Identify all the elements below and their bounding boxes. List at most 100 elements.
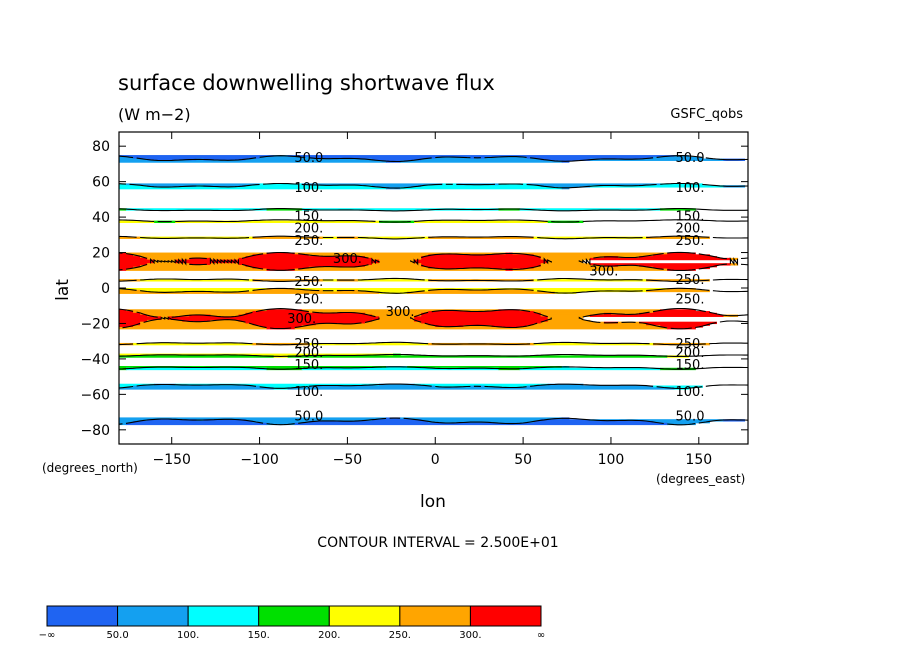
contour-fill-cell — [252, 236, 324, 239]
contour-fill-cell — [400, 160, 563, 163]
contour-fill-cell — [266, 309, 303, 312]
contour-fill-cell — [119, 256, 141, 259]
contour-fill-cell — [154, 261, 176, 264]
contour-fill-cell — [400, 186, 563, 190]
contour-fill-cell — [372, 158, 422, 161]
contour-fill-cell — [175, 220, 380, 224]
contour-fill-cell — [259, 156, 310, 160]
contour-label: 150. — [676, 358, 705, 373]
contour-fill-cell — [421, 264, 542, 268]
contour-fill-cell — [660, 208, 696, 211]
contour-line — [125, 252, 748, 260]
colorbar: −∞ 50.0 100. 150. 200. 250. 300. ∞ — [39, 605, 545, 641]
contour-fill-cell — [667, 288, 696, 291]
x-tick-label: 0 — [431, 452, 440, 468]
contour-line — [119, 251, 696, 254]
contour-fill-cell — [252, 311, 310, 314]
contour-fill-cell — [140, 312, 247, 316]
contour-fill-cell — [512, 252, 668, 255]
contour-fill-cell — [133, 385, 261, 388]
contour-fill-cell — [119, 327, 268, 330]
contour-fill-cell — [252, 254, 310, 257]
contour-fill-cell — [589, 257, 732, 261]
contour-label: 250. — [294, 234, 323, 249]
y-tick-label: 20 — [92, 246, 110, 262]
contour-label: 100. — [676, 385, 705, 400]
contour-label: 150. — [676, 209, 705, 224]
contour-fill-cell — [639, 312, 717, 316]
x-units-label: (degrees_east) — [656, 472, 745, 486]
contour-fill-cell — [364, 256, 422, 259]
contour-fill-cell — [119, 366, 387, 369]
contour-line — [119, 287, 710, 292]
contour-label: 250. — [676, 273, 705, 288]
contour-line — [125, 417, 748, 425]
contour-fill-cell — [133, 156, 261, 160]
contour-line — [119, 366, 748, 370]
contour-fill-cell — [589, 314, 724, 317]
contour-fill-cell — [357, 289, 429, 293]
colorbar-label: 200. — [318, 630, 340, 641]
contour-label: 50.0 — [676, 151, 705, 166]
contour-fill-cell — [126, 268, 268, 271]
contour-fill-cell — [119, 312, 141, 316]
contour-fill-cell — [421, 185, 542, 188]
contour-fill-cell — [667, 268, 696, 271]
contour-fill-cell — [589, 419, 724, 422]
contour-line — [140, 236, 748, 240]
contour-fill-cell — [386, 417, 401, 420]
contour-fill-cell — [126, 367, 268, 371]
colorbar-swatch — [469, 605, 542, 627]
contour-fill-cell — [119, 185, 148, 188]
contour-fill-cell — [653, 156, 703, 160]
contour-fill-cell — [372, 257, 422, 261]
contour-fill-cell — [147, 314, 190, 317]
contour-fill-cell — [428, 289, 535, 293]
contour-fill-cell — [533, 311, 654, 314]
contour-fill-cell — [421, 321, 542, 325]
contour-fill-cell — [646, 323, 710, 326]
contour-fill-cell — [119, 257, 148, 261]
y-axis-label: lat — [53, 279, 73, 301]
contour-fill-cell — [421, 419, 542, 422]
contour-fill-cell — [252, 420, 310, 424]
contour-fill-cell — [119, 266, 134, 270]
x-tick-label: 100 — [598, 452, 625, 468]
contour-fill-cell — [639, 256, 717, 259]
colorbar-swatch — [328, 605, 401, 627]
contour-fill-cell — [526, 385, 654, 388]
contour-fill-cell — [119, 289, 141, 293]
y-tick-label: −80 — [80, 423, 110, 439]
contour-fill-cell — [294, 268, 507, 271]
contour-fill-cell — [315, 323, 429, 326]
contour-fill-cell — [547, 319, 591, 323]
y-tick-label: −40 — [80, 352, 110, 368]
contour-fill-cell — [119, 254, 134, 257]
contour-label: 250. — [294, 337, 323, 352]
contour-line — [119, 235, 710, 239]
contour-line — [136, 341, 748, 345]
contour-line — [119, 279, 710, 282]
contour-fill-cell — [308, 266, 429, 270]
contour-fill-cell — [119, 155, 275, 158]
contour-fill-cell — [407, 366, 563, 369]
contour-label: 200. — [676, 346, 705, 361]
contour-line — [119, 353, 748, 357]
contour-fill-cell — [182, 319, 211, 323]
contour-fill-cell — [491, 325, 528, 328]
contour-fill-cell — [119, 264, 141, 268]
contour-fill-cell — [540, 185, 591, 188]
contour-fill-cell — [210, 314, 240, 317]
contour-fill-cell — [421, 263, 542, 266]
contour-label: 100. — [294, 385, 323, 400]
contour-fill-cell — [653, 385, 703, 388]
contour-fill-cell — [287, 387, 675, 390]
contour-fill-cell — [660, 325, 703, 328]
colorbar-label: 300. — [459, 630, 481, 641]
contour-fill-cell — [119, 311, 134, 314]
contour-fill-cell — [119, 385, 134, 388]
contour-fill-cell — [119, 353, 394, 356]
contour-fill-cell — [414, 259, 549, 263]
contour-label: 50.0 — [294, 151, 323, 166]
